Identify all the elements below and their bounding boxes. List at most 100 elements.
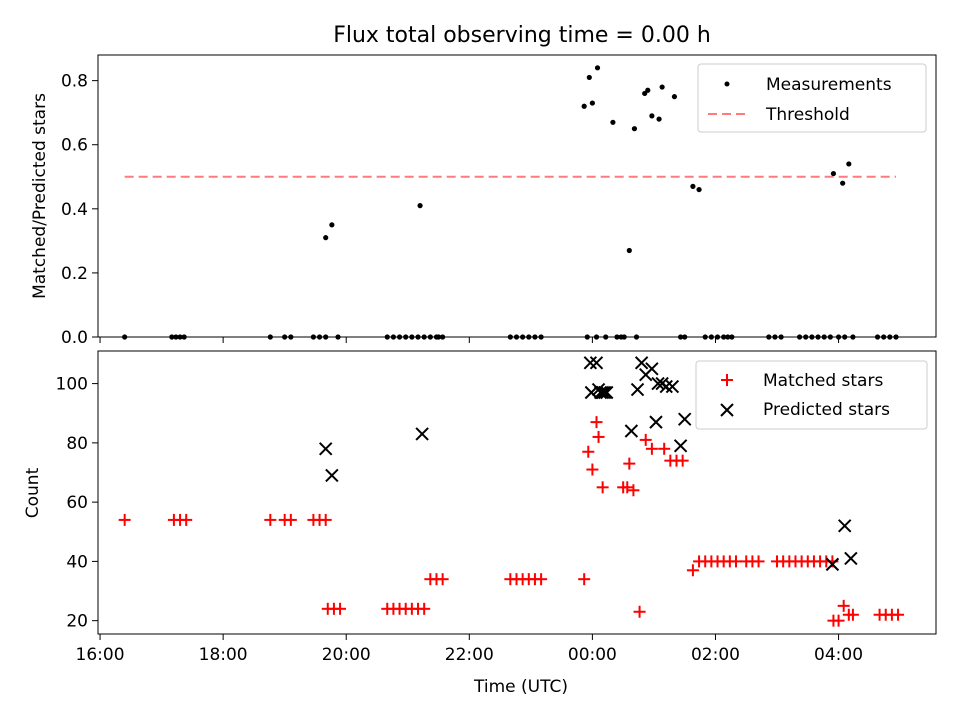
matched-star-marker	[578, 573, 591, 586]
predicted-star-marker-b	[673, 439, 688, 453]
predicted-star-marker-b	[624, 424, 639, 438]
measurement-point	[335, 334, 341, 340]
measurement-point	[417, 203, 423, 209]
measurement-point	[725, 334, 731, 340]
matched-star-marker	[846, 608, 859, 621]
measurement-point	[435, 334, 442, 340]
predicted-star-marker	[583, 356, 598, 370]
legend-measurements-marker	[724, 81, 730, 87]
predicted-star-marker-b	[415, 427, 429, 441]
measurement-point	[840, 180, 846, 186]
matched-star-marker	[436, 573, 449, 586]
measurement-point	[181, 334, 187, 340]
measurement-point	[729, 334, 735, 340]
measurement-point	[603, 334, 609, 340]
measurement-point	[677, 334, 684, 340]
measurement-point	[323, 235, 329, 241]
matched-star-marker	[596, 481, 609, 494]
matched-star-marker	[180, 513, 193, 526]
predicted-star-marker-b	[325, 468, 339, 483]
top-points	[122, 65, 899, 340]
measurement-point	[649, 113, 655, 119]
top-ticks: 0.0 0.2 0.4 0.6 0.8	[61, 72, 840, 348]
predicted-star-marker-b	[649, 415, 663, 429]
predicted-star-marker-b	[318, 442, 333, 456]
measurement-point	[614, 334, 620, 340]
measurement-point	[645, 87, 651, 93]
predicted-star-marker-b	[634, 356, 649, 370]
predicted-star-marker	[624, 424, 639, 438]
matched-star-marker	[623, 457, 636, 470]
measurement-point	[169, 334, 175, 340]
measurement-point	[696, 186, 702, 193]
measurement-point	[390, 334, 397, 340]
bottom-y-tick-label: 100	[56, 375, 88, 395]
measurement-point	[593, 334, 600, 340]
measurement-point	[421, 334, 427, 340]
matched-star-marker	[284, 513, 297, 526]
measurement-point	[690, 183, 696, 189]
bottom-panel: 16:00 18:00 20:00 22:00 00:00 02:00 04:00 20 40 6…	[23, 350, 937, 697]
measurement-point	[610, 119, 616, 125]
matched-star-marker	[535, 573, 548, 586]
measurement-point	[586, 74, 592, 81]
measurement-point	[626, 247, 632, 254]
measurement-point	[772, 334, 778, 340]
measurement-point	[803, 334, 809, 340]
measurement-point	[310, 334, 316, 340]
top-y-tick-label: 0.8	[61, 72, 88, 92]
measurement-point	[830, 170, 837, 177]
matched-star-marker	[418, 602, 431, 615]
measurement-point	[766, 334, 772, 340]
x-axis-label: Time (UTC)	[473, 677, 568, 697]
measurement-point	[403, 334, 409, 340]
matched-star-marker	[590, 416, 603, 429]
measurement-point	[887, 334, 893, 340]
measurement-point	[384, 334, 390, 340]
measurement-point	[282, 334, 288, 340]
predicted-star-marker	[665, 379, 680, 394]
measurement-point	[538, 334, 544, 340]
measurement-point	[708, 334, 714, 340]
predicted-star-marker-b	[630, 382, 645, 397]
predicted-star-marker	[651, 376, 665, 391]
measurement-point	[532, 334, 538, 340]
measurement-point	[316, 334, 323, 340]
measurement-point	[633, 334, 640, 340]
matched-star-marker	[639, 433, 652, 446]
measurement-point	[526, 334, 532, 340]
predicted-star-marker-b	[665, 379, 680, 394]
predicted-star-marker	[659, 379, 673, 394]
predicted-star-marker	[597, 385, 612, 400]
bottom-axes-frame	[97, 350, 937, 635]
predicted-star-marker-b	[593, 385, 608, 400]
measurement-point	[778, 334, 784, 340]
matched-star-marker	[676, 454, 689, 467]
legend-matched-marker	[721, 374, 733, 386]
measurement-point	[594, 65, 601, 71]
measurement-point	[440, 334, 446, 340]
bottom-y-tick-label: 60	[66, 493, 88, 513]
top-panel: 0.00.20.40.60.8 Matched/Predicted stars …	[30, 54, 937, 348]
measurement-point	[177, 334, 183, 340]
top-y-tick-label: 0.2	[61, 264, 88, 284]
x-tick-label: 20:00	[322, 645, 371, 665]
bottom-legend: Matched stars Predicted stars	[695, 360, 928, 430]
measurement-point	[173, 334, 179, 340]
bottom-y-tick-label: 40	[66, 552, 88, 572]
x-tick-label: 00:00	[568, 645, 617, 665]
measurement-point	[682, 334, 688, 340]
top-legend-box	[697, 63, 927, 133]
x-tick-label: 18:00	[199, 645, 248, 665]
predicted-star-marker-b	[600, 385, 614, 400]
measurement-point	[642, 90, 648, 97]
predicted-star-marker	[318, 442, 333, 456]
matched-star-marker	[264, 513, 277, 526]
x-tick-label: 02:00	[691, 645, 740, 665]
measurement-point	[122, 334, 128, 340]
matched-star-marker	[892, 608, 905, 621]
predicted-star-marker	[673, 439, 688, 453]
measurement-point	[520, 334, 526, 340]
measurement-point	[874, 334, 881, 340]
